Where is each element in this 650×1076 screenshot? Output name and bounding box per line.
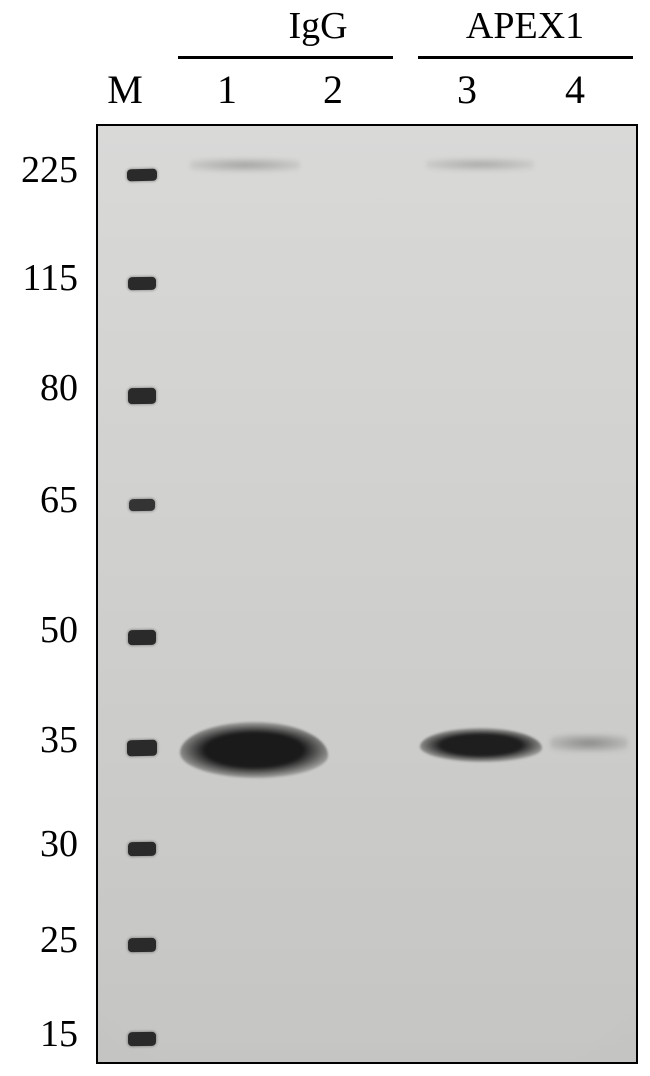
sample-band (550, 734, 628, 752)
marker-band (128, 388, 156, 404)
mw-label-25: 25 (8, 918, 78, 962)
mw-label-15: 15 (8, 1012, 78, 1056)
lane-label-4: 4 (560, 66, 590, 113)
mw-label-65: 65 (8, 478, 78, 522)
lane-label-m: M (105, 66, 145, 113)
marker-band (128, 938, 156, 952)
group-bar-igg (178, 56, 393, 59)
lane-label-2: 2 (318, 66, 348, 113)
marker-band (127, 740, 157, 757)
marker-band (128, 842, 156, 856)
western-blot-figure: IgG APEX1 M 1 2 3 4 225 115 80 65 50 35 … (0, 0, 650, 1076)
lane-label-3: 3 (452, 66, 482, 113)
group-label-igg: IgG (248, 4, 388, 48)
lane-label-1: 1 (212, 66, 242, 113)
group-label-apex1: APEX1 (425, 4, 625, 48)
group-bar-apex1 (418, 56, 633, 59)
sample-band (190, 158, 300, 172)
mw-label-225: 225 (8, 148, 78, 192)
mw-label-50: 50 (8, 608, 78, 652)
mw-label-80: 80 (8, 366, 78, 410)
marker-band (128, 277, 156, 290)
sample-band (420, 728, 542, 762)
marker-band (128, 630, 156, 645)
marker-band (128, 1032, 156, 1046)
mw-label-115: 115 (8, 256, 78, 300)
marker-band (129, 499, 155, 511)
blot-membrane (96, 124, 638, 1064)
sample-band (426, 158, 534, 171)
blot-background (98, 126, 636, 1062)
mw-label-30: 30 (8, 822, 78, 866)
mw-label-35: 35 (8, 718, 78, 762)
marker-band (127, 169, 157, 182)
